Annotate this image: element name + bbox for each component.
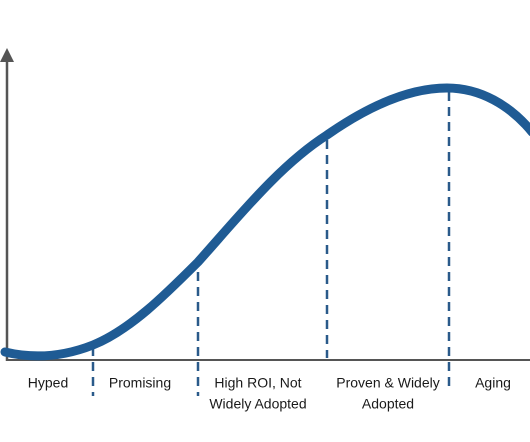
stage-label: Aging <box>475 375 511 391</box>
y-axis-arrow <box>0 48 14 62</box>
stage-label: High ROI, Not <box>214 375 301 391</box>
stage-label: Proven & Widely <box>336 375 439 391</box>
stage-label: Adopted <box>362 396 414 412</box>
lifecycle-curve <box>0 83 530 361</box>
stage-label: Widely Adopted <box>209 396 306 412</box>
stage-label: Promising <box>109 375 171 391</box>
stage-labels: Hyped Promising High ROI, Not Widely Adopte… <box>28 375 511 412</box>
stage-label: Hyped <box>28 375 68 391</box>
